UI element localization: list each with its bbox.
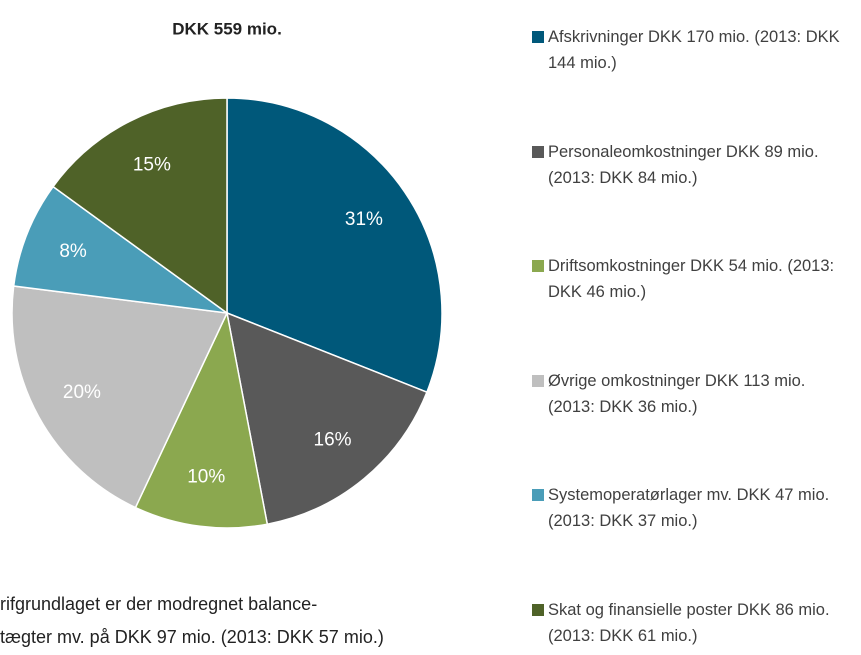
- legend-entry: Driftsomkostninger DKK 54 mio. (2013: DK…: [548, 257, 835, 301]
- legend-swatch: [532, 489, 544, 501]
- data-label: 8%: [59, 241, 87, 262]
- legend-swatch: [532, 374, 544, 387]
- pie-slice: [226, 97, 443, 394]
- legend-entry: Øvrige omkostninger DKK 113 mio. (2013: …: [548, 371, 806, 416]
- legend-entry: Skat og finansielle poster DKK 86 mio. (…: [548, 600, 830, 645]
- pie-slice: [134, 310, 269, 529]
- data-label: 20%: [63, 382, 101, 403]
- chart-title: DKK 559 mio.: [172, 19, 282, 38]
- legend-swatch: [532, 260, 544, 272]
- pie-slice: [11, 285, 229, 509]
- note-text: rifgrundlaget er der modregnet balance-: [0, 594, 318, 614]
- data-label: 15%: [133, 155, 171, 176]
- note-text: tægter mv. på DKK 97 mio. (2013: DKK 57 …: [0, 627, 384, 647]
- legend-entry: Personaleomkostninger DKK 89 mio. (2013:…: [548, 142, 819, 187]
- data-label: 16%: [314, 430, 352, 451]
- pie-slice: [12, 185, 228, 314]
- legend-swatch: [532, 145, 544, 158]
- legend-entry: Afskrivninger DKK 170 mio. (2013: DKK 14…: [548, 28, 840, 72]
- legend-swatch: [532, 603, 544, 616]
- pie-slice: [226, 311, 428, 526]
- data-label: 10%: [187, 466, 225, 487]
- pie-slice: [52, 97, 228, 315]
- data-label: 31%: [345, 209, 383, 230]
- legend-entry: Systemoperatørlager mv. DKK 47 mio. (201…: [548, 486, 830, 530]
- legend-swatch: [532, 31, 544, 43]
